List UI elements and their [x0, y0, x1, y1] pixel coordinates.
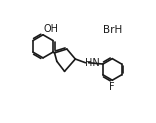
- Text: F: F: [110, 82, 115, 92]
- Text: HN: HN: [85, 58, 100, 68]
- Text: BrH: BrH: [103, 25, 122, 35]
- Text: OH: OH: [44, 24, 59, 34]
